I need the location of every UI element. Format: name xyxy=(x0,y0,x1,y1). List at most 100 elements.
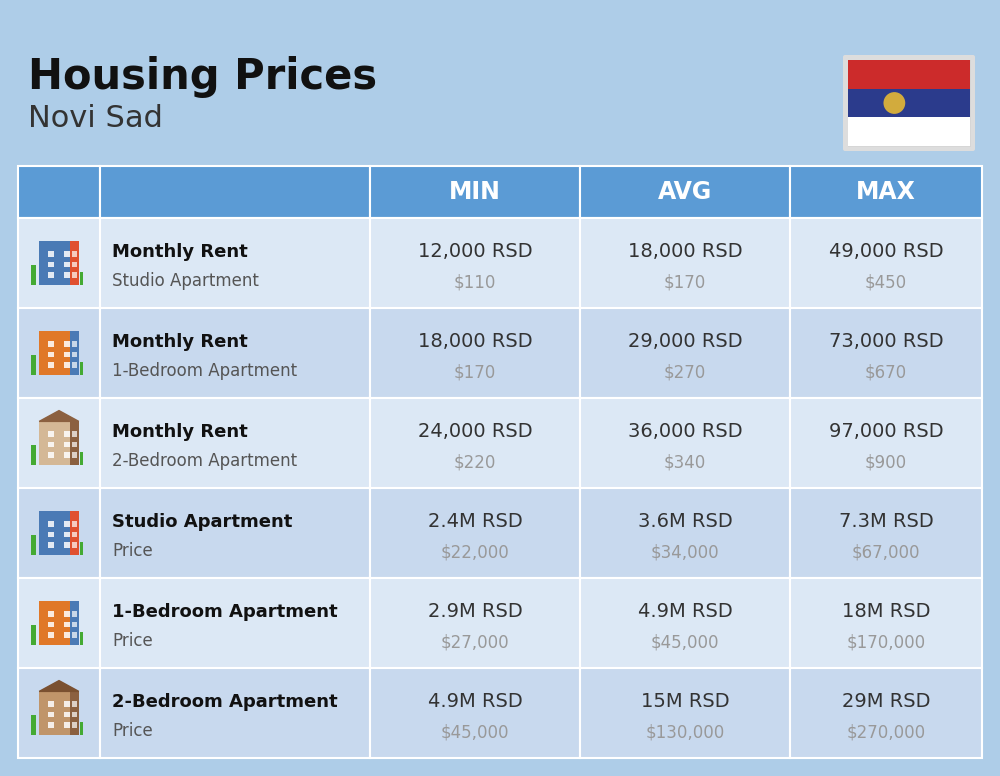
Bar xyxy=(580,398,790,488)
Bar xyxy=(72,712,77,717)
Bar xyxy=(48,272,54,278)
Bar xyxy=(100,166,370,218)
Bar xyxy=(72,622,77,627)
Bar xyxy=(80,272,83,285)
Bar xyxy=(72,431,77,437)
Bar xyxy=(64,521,70,527)
Text: 18,000 RSD: 18,000 RSD xyxy=(418,332,532,351)
Bar xyxy=(100,668,370,758)
Text: $34,000: $34,000 xyxy=(651,544,719,562)
Bar xyxy=(100,578,370,668)
Bar xyxy=(80,722,83,735)
Bar xyxy=(64,542,70,548)
Bar xyxy=(64,251,70,257)
Bar xyxy=(48,262,54,267)
Bar xyxy=(848,117,970,146)
Bar xyxy=(48,452,54,458)
Bar xyxy=(31,625,36,645)
Bar xyxy=(31,535,36,555)
Text: Monthly Rent: Monthly Rent xyxy=(112,243,248,262)
Bar xyxy=(39,241,79,285)
Bar xyxy=(80,542,83,555)
Bar xyxy=(72,341,77,347)
Bar xyxy=(70,331,79,375)
Text: MIN: MIN xyxy=(449,180,501,204)
Bar xyxy=(790,578,982,668)
Text: AVG: AVG xyxy=(658,180,712,204)
Bar xyxy=(72,442,77,447)
Bar xyxy=(100,488,370,578)
Text: 2.9M RSD: 2.9M RSD xyxy=(428,602,522,621)
Bar xyxy=(370,166,580,218)
Bar xyxy=(848,60,970,88)
Bar xyxy=(100,398,370,488)
Bar xyxy=(790,488,982,578)
Text: $220: $220 xyxy=(454,454,496,472)
Bar xyxy=(18,308,100,398)
Circle shape xyxy=(883,92,905,114)
Bar xyxy=(580,308,790,398)
Bar xyxy=(580,668,790,758)
Text: 49,000 RSD: 49,000 RSD xyxy=(829,242,943,261)
Bar xyxy=(72,272,77,278)
Bar xyxy=(31,445,36,465)
Polygon shape xyxy=(39,681,79,691)
Bar xyxy=(72,521,77,527)
Text: $22,000: $22,000 xyxy=(441,544,509,562)
Text: $45,000: $45,000 xyxy=(441,724,509,742)
Bar xyxy=(72,611,77,617)
Text: $67,000: $67,000 xyxy=(852,544,920,562)
Bar xyxy=(580,218,790,308)
Bar xyxy=(64,722,70,728)
Bar xyxy=(100,218,370,308)
Bar xyxy=(48,362,54,368)
Bar xyxy=(64,701,70,707)
Bar xyxy=(48,251,54,257)
Bar xyxy=(370,398,580,488)
Text: 1-Bedroom Apartment: 1-Bedroom Apartment xyxy=(112,362,297,380)
Bar xyxy=(72,362,77,368)
Text: $170,000: $170,000 xyxy=(846,634,926,652)
Bar xyxy=(48,712,54,717)
Bar xyxy=(48,611,54,617)
Bar xyxy=(64,272,70,278)
Text: 36,000 RSD: 36,000 RSD xyxy=(628,422,742,441)
Bar xyxy=(39,691,79,735)
Bar xyxy=(580,166,790,218)
Bar xyxy=(848,60,970,146)
FancyBboxPatch shape xyxy=(843,55,975,151)
Text: $170: $170 xyxy=(664,274,706,292)
Bar xyxy=(48,542,54,548)
Bar xyxy=(370,488,580,578)
Text: 29M RSD: 29M RSD xyxy=(842,691,930,711)
Text: $340: $340 xyxy=(664,454,706,472)
Bar xyxy=(39,331,79,375)
Text: Price: Price xyxy=(112,542,153,560)
Bar xyxy=(70,511,79,555)
Text: 2-Bedroom Apartment: 2-Bedroom Apartment xyxy=(112,693,338,711)
Bar xyxy=(48,521,54,527)
Bar xyxy=(370,668,580,758)
Text: 73,000 RSD: 73,000 RSD xyxy=(829,332,943,351)
Bar xyxy=(48,532,54,537)
Text: Monthly Rent: Monthly Rent xyxy=(112,423,248,442)
Text: 24,000 RSD: 24,000 RSD xyxy=(418,422,532,441)
Bar xyxy=(39,421,79,465)
Text: $670: $670 xyxy=(865,364,907,382)
Text: $170: $170 xyxy=(454,364,496,382)
Bar xyxy=(18,578,100,668)
Text: $27,000: $27,000 xyxy=(441,634,509,652)
Bar xyxy=(80,632,83,645)
Bar xyxy=(72,542,77,548)
Bar xyxy=(48,341,54,347)
Bar xyxy=(70,421,79,465)
Text: $450: $450 xyxy=(865,274,907,292)
Bar xyxy=(64,431,70,437)
Bar xyxy=(48,701,54,707)
Bar xyxy=(370,218,580,308)
Bar xyxy=(48,632,54,638)
Bar xyxy=(64,262,70,267)
Bar xyxy=(18,668,100,758)
Bar xyxy=(18,398,100,488)
Bar xyxy=(790,398,982,488)
